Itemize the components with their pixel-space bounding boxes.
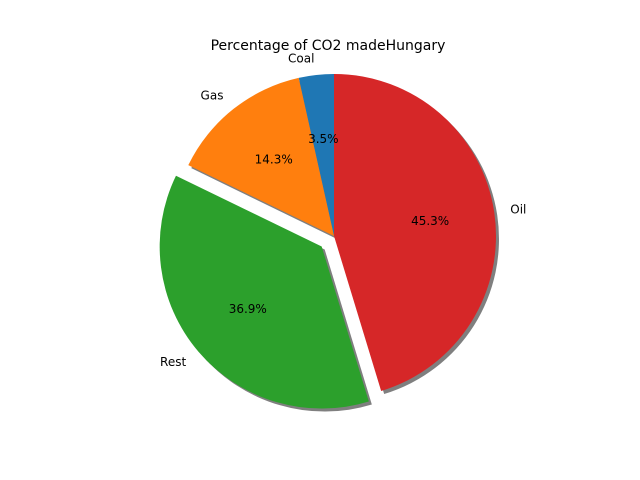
slice-label-coal: Coal: [288, 51, 314, 65]
slice-oil: [334, 74, 497, 391]
slice-percent-coal: 3.5%: [308, 132, 339, 146]
chart-title: Percentage of CO2 madeHungary: [211, 38, 446, 54]
pie-labels: Coal 3.5% Gas 14.3% Rest 36.9% Oil 45.3%: [160, 51, 526, 368]
slice-label-oil: Oil: [510, 202, 526, 216]
slice-percent-oil: 45.3%: [411, 214, 449, 228]
slice-rest: [159, 175, 369, 409]
slice-label-gas: Gas: [201, 89, 224, 103]
pie-slices: [159, 74, 497, 409]
slice-gas: [188, 77, 334, 236]
slice-label-rest: Rest: [160, 355, 186, 369]
slice-percent-rest: 36.9%: [229, 302, 267, 316]
slice-coal: [298, 74, 334, 236]
slice-percent-gas: 14.3%: [255, 152, 293, 166]
